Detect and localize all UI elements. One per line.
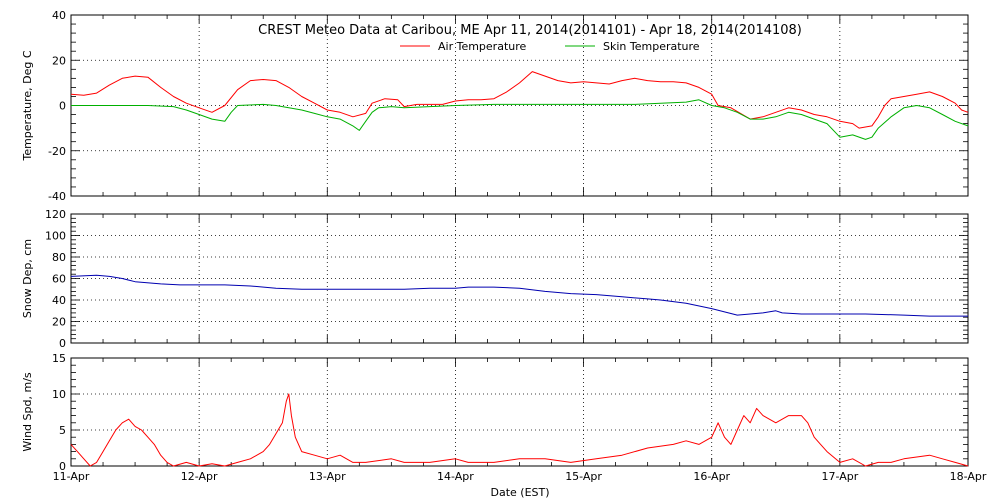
- y-tick-label: 100: [45, 230, 66, 243]
- panel-snow: 0 20 40 60 80 100 120 Snow Dep, cm: [21, 208, 969, 350]
- x-tick-label: 12-Apr: [181, 470, 218, 483]
- x-tick-label: 15-Apr: [565, 470, 602, 483]
- y-tick-label: 0: [59, 460, 66, 473]
- y-tick-label: 0: [59, 100, 66, 113]
- x-axis-label: Date (EST): [490, 486, 549, 499]
- legend: Air Temperature Skin Temperature: [400, 40, 700, 53]
- x-tick-label: 18-Apr: [950, 470, 987, 483]
- x-tick-label: 11-Apr: [53, 470, 90, 483]
- y-tick-label: 40: [52, 9, 66, 22]
- y-tick-label: 5: [59, 424, 66, 437]
- x-tick-label: 16-Apr: [693, 470, 730, 483]
- legend-label: Air Temperature: [438, 40, 527, 53]
- y-tick-label: -40: [48, 190, 66, 203]
- panel-temperature: -40 -20 0 20 40 Temperature, Deg C Air Tempera…: [21, 9, 969, 203]
- panel-wind: 0 5 10 15 Wind Spd, m/s: [21, 352, 969, 473]
- y-tick-label: 0: [59, 337, 66, 350]
- y-tick-label: 40: [52, 294, 66, 307]
- y-tick-label: 20: [52, 54, 66, 67]
- y-tick-label: 20: [52, 316, 66, 329]
- series-line-temperature-0: [70, 71, 969, 129]
- series-line-temperature-1: [71, 99, 969, 140]
- x-tick-label: 17-Apr: [821, 470, 858, 483]
- x-tick-label: 14-Apr: [437, 470, 474, 483]
- chart-panels: -40 -20 0 20 40 Temperature, Deg C Air Tempera…: [21, 9, 987, 483]
- x-tick-label: 13-Apr: [309, 470, 346, 483]
- y-tick-label: 120: [45, 208, 66, 221]
- legend-label: Skin Temperature: [603, 40, 700, 53]
- plot-frame: [70, 357, 969, 467]
- y-tick-label: 15: [52, 352, 66, 365]
- series-line-snow-0: [70, 274, 968, 317]
- series-line-wind-0: [70, 393, 969, 467]
- y-axis-label: Temperature, Deg C: [21, 50, 34, 161]
- y-tick-label: 80: [52, 251, 66, 264]
- y-axis-label: Snow Dep, cm: [21, 239, 34, 318]
- y-tick-label: -20: [48, 145, 66, 158]
- y-axis-label: Wind Spd, m/s: [21, 372, 34, 452]
- chart-title: CREST Meteo Data at Caribou, ME Apr 11, …: [258, 23, 802, 38]
- y-tick-label: 10: [52, 388, 66, 401]
- y-tick-label: 60: [52, 273, 66, 286]
